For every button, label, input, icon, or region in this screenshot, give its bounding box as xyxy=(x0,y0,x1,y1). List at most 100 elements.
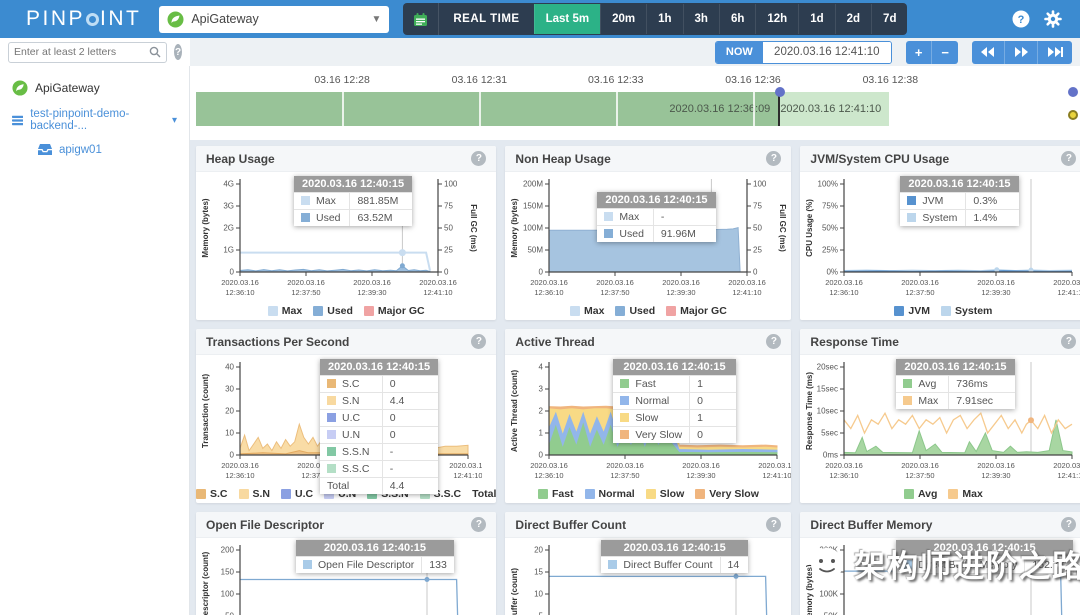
chart-help-icon[interactable]: ? xyxy=(471,517,487,532)
legend-item-u-c[interactable]: U.C xyxy=(281,488,313,500)
legend-item-slow[interactable]: Slow xyxy=(645,488,684,500)
datetime-input[interactable] xyxy=(762,41,891,63)
svg-text:2020.03.16: 2020.03.16 xyxy=(221,461,259,470)
search-help-icon[interactable]: ? xyxy=(174,44,182,60)
logo-text-pre: PINP xyxy=(26,7,86,30)
chart-area-direct-buffer-count[interactable]: 20151050buffer (count)2020.03.1612:36:10… xyxy=(505,538,791,615)
time-range-button-7d[interactable]: 7d xyxy=(871,4,907,34)
chart-title: Direct Buffer Count xyxy=(515,517,627,532)
sidebar-item-agent[interactable]: apigw01 xyxy=(0,138,189,162)
timeline-marker-dot[interactable] xyxy=(1068,87,1078,97)
svg-text:15: 15 xyxy=(535,568,544,577)
time-range-button-1h[interactable]: 1h xyxy=(646,4,682,34)
chart-area-heap-usage[interactable]: 4G 3G 2G 1G 0 Memory (bytes) 100 75 50 25 0 Full GC… xyxy=(196,172,496,320)
legend-item-major-gc[interactable]: Major GC xyxy=(363,305,425,317)
search-icon[interactable] xyxy=(149,46,161,58)
timeline-recent-range[interactable]: 2020.03.16 12:41:10 xyxy=(780,92,890,126)
real-time-button[interactable]: REAL TIME xyxy=(453,13,520,25)
tooltip-series-label: System xyxy=(900,209,966,226)
legend-item-s-s-c[interactable]: S.S.C xyxy=(419,488,461,500)
sidebar-item-agent-group[interactable]: test-pinpoint-demo-backend-... ▾ xyxy=(0,102,189,138)
timeline-selected-range[interactable]: 2020.03.16 12:36:09 xyxy=(196,92,781,126)
settings-gear-icon[interactable] xyxy=(1044,10,1062,28)
chart-help-icon[interactable]: ? xyxy=(471,334,487,349)
tooltip-timestamp: 2020.03.16 12:40:15 xyxy=(320,359,439,375)
legend-item-max[interactable]: Max xyxy=(948,488,983,500)
tooltip-series-value: - xyxy=(652,208,716,226)
svg-text:12:36:10: 12:36:10 xyxy=(535,471,564,480)
zoom-out-button[interactable]: − xyxy=(931,40,958,64)
chart-area-direct-buffer-memory[interactable]: 200K150K100K50K0Memory (bytes)2020.03.16… xyxy=(800,538,1080,615)
svg-text:15sec: 15sec xyxy=(817,385,838,394)
svg-text:12:41:10: 12:41:10 xyxy=(423,288,452,297)
legend-item-avg[interactable]: Avg xyxy=(903,488,937,500)
legend-label: Max xyxy=(584,305,605,317)
chart-help-icon[interactable]: ? xyxy=(766,334,782,349)
nav-backward-icon[interactable] xyxy=(972,41,1004,64)
time-range-button-1d[interactable]: 1d xyxy=(798,4,834,34)
legend-item-jvm[interactable]: JVM xyxy=(894,305,930,317)
chart-help-icon[interactable]: ? xyxy=(1061,151,1077,166)
svg-text:2020.03.16: 2020.03.16 xyxy=(1054,278,1080,287)
legend-item-very-slow[interactable]: Very Slow xyxy=(695,488,759,500)
chart-help-icon[interactable]: ? xyxy=(1061,334,1077,349)
svg-text:Full GC (ms): Full GC (ms) xyxy=(469,204,478,252)
calendar-icon[interactable] xyxy=(403,3,440,35)
legend-label: Used xyxy=(629,305,656,317)
legend-item-used[interactable]: Used xyxy=(615,305,655,317)
svg-text:2: 2 xyxy=(539,407,544,416)
chart-help-icon[interactable]: ? xyxy=(1061,517,1077,532)
tooltip-series-label: Slow xyxy=(613,409,690,427)
nav-to-now-icon[interactable] xyxy=(1037,40,1072,64)
chart-area-active-thread[interactable]: 4 3 2 1 0 Active Thread (count) 2020.03.16 12:3… xyxy=(505,355,791,503)
svg-text:1: 1 xyxy=(539,429,544,438)
timeline-band[interactable]: 2020.03.16 12:36:09 2020.03.16 12:41:10 xyxy=(196,92,1076,126)
chart-area-transactions-per-second[interactable]: 40 30 20 10 0 Transaction (count) 2020.03.16 12… xyxy=(196,355,496,503)
svg-text:2020.03.16: 2020.03.16 xyxy=(531,461,569,470)
timeline-selected-start-label: 2020.03.16 12:36:09 xyxy=(669,103,771,115)
chart-area-open-file-descriptor[interactable]: 200150100500File descriptor (count)2020.… xyxy=(196,538,496,615)
search-input[interactable] xyxy=(14,46,149,58)
legend-item-used[interactable]: Used xyxy=(313,305,353,317)
help-icon[interactable]: ? xyxy=(1012,10,1030,28)
svg-text:2020.03.16: 2020.03.16 xyxy=(759,461,792,470)
timeline-marker-dot[interactable] xyxy=(775,87,786,97)
svg-text:12:41:10: 12:41:10 xyxy=(1058,471,1080,480)
chart-area-response-time[interactable]: 20sec 15sec 10sec 5sec 0ms Response Time (ms)… xyxy=(800,355,1080,503)
tooltip-series-label: S.S.C xyxy=(320,460,383,478)
legend-item-major-gc[interactable]: Major GC xyxy=(666,305,727,317)
now-button[interactable]: NOW xyxy=(715,41,763,63)
svg-text:2020.03.16: 2020.03.16 xyxy=(531,278,569,287)
time-range-button-last5m[interactable]: Last 5m xyxy=(533,4,601,34)
chart-area-non-heap-usage[interactable]: 200M 150M 100M 50M 0 Memory (bytes) 100 75 50 25 0… xyxy=(505,172,791,320)
chart-help-icon[interactable]: ? xyxy=(471,151,487,166)
application-selector[interactable]: ApiGateway ▼ xyxy=(159,5,390,33)
time-range-button-6h[interactable]: 6h xyxy=(718,4,755,34)
timeline-gridline xyxy=(615,92,618,126)
time-range-button-20m[interactable]: 20m xyxy=(600,4,646,34)
zoom-in-button[interactable]: + xyxy=(914,44,923,60)
legend-item-system[interactable]: System xyxy=(941,305,992,317)
legend-item-s-c[interactable]: S.C xyxy=(196,488,228,500)
time-range-button-12h[interactable]: 12h xyxy=(755,4,798,34)
sidebar-agent-group-label: test-pinpoint-demo-backend-... xyxy=(30,108,130,132)
chart-area-jvm-system-cpu-usage[interactable]: 100% 75% 50% 25% 0% CPU Usage (%) 2020.03.16 12… xyxy=(800,172,1080,320)
chart-help-icon[interactable]: ? xyxy=(766,151,782,166)
legend-item-max[interactable]: Max xyxy=(570,305,604,317)
time-range-button-2d[interactable]: 2d xyxy=(834,4,871,34)
time-range-button-3h[interactable]: 3h xyxy=(682,4,719,34)
chart-title: Transactions Per Second xyxy=(206,334,350,349)
legend-swatch xyxy=(313,306,324,316)
legend-item-normal[interactable]: Normal xyxy=(584,488,635,500)
legend-label: Used xyxy=(327,305,353,317)
svg-text:12:37:50: 12:37:50 xyxy=(611,471,640,480)
timeline-pointer-dot[interactable] xyxy=(1068,110,1078,120)
legend-swatch xyxy=(267,306,278,316)
legend-item-max[interactable]: Max xyxy=(267,305,302,317)
sidebar-item-application[interactable]: ApiGateway xyxy=(0,74,189,102)
legend-item-s-n[interactable]: S.N xyxy=(238,488,270,500)
legend-item-total[interactable]: Total xyxy=(472,488,496,500)
nav-forward-icon[interactable] xyxy=(1004,40,1037,64)
legend-item-fast[interactable]: Fast xyxy=(537,488,574,500)
chart-help-icon[interactable]: ? xyxy=(766,517,782,532)
